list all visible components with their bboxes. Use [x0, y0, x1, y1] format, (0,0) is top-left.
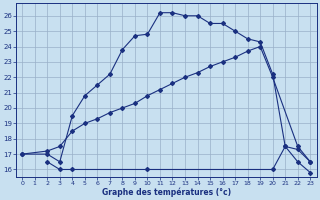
- X-axis label: Graphe des températures (°c): Graphe des températures (°c): [102, 187, 231, 197]
